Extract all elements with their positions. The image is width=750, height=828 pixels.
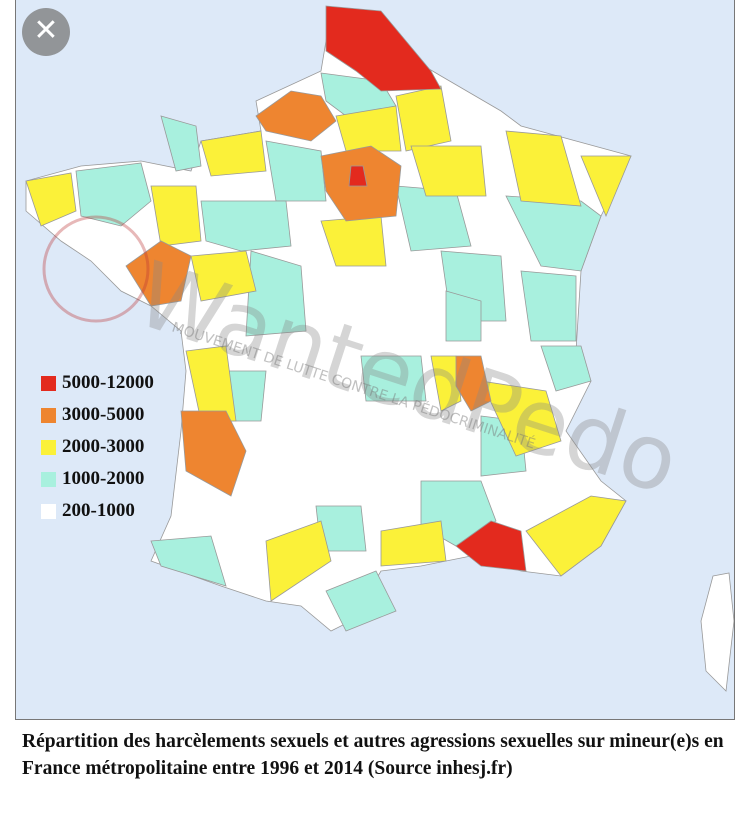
region-2000-3000 [200,130,267,177]
region-2000-3000 [380,520,447,567]
map-frame: WantedPedo MOUVEMENT DE LUTTE CONTRE LA … [15,0,735,720]
legend: 5000-12000 3000-5000 2000-3000 1000-2000… [41,367,154,527]
close-icon: ✕ [33,13,59,48]
legend-item: 5000-12000 [41,367,154,399]
region-1000-2000 [245,250,307,337]
legend-label: 200-1000 [62,500,135,521]
region-1000-2000 [265,140,327,202]
region-2000-3000 [525,495,627,577]
region-5000-12000 [325,5,442,92]
legend-label: 5000-12000 [62,372,154,393]
legend-swatch [41,375,56,391]
region-2000-3000 [480,380,562,457]
region-5000-12000 [348,165,368,187]
region-3000-5000 [125,240,192,307]
region-5000-12000 [455,520,527,572]
legend-item: 1000-2000 [41,463,154,495]
region-1000-2000 [325,570,397,632]
region-1000-2000 [75,162,152,227]
watermark-logo [42,215,150,323]
legend-swatch [41,471,56,487]
region-2000-3000 [410,145,487,197]
region-1000-2000 [160,115,202,172]
legend-label: 1000-2000 [62,468,145,489]
region-2000-3000 [25,172,77,227]
region-3000-5000 [255,90,337,142]
region-2000-3000 [150,185,202,247]
region-2000-3000 [185,345,237,422]
region-2000-3000 [505,130,582,207]
region-2000-3000 [395,85,452,152]
close-button[interactable]: ✕ [22,8,70,56]
legend-item: 3000-5000 [41,399,154,431]
region-2000-3000 [335,105,402,152]
region-2000-3000 [580,155,632,218]
region-3000-5000 [180,410,247,497]
legend-swatch [41,407,56,423]
region-1000-2000 [445,290,482,342]
region-1000-2000 [360,355,427,402]
region-1000-2000 [520,270,577,342]
france-map: WantedPedo MOUVEMENT DE LUTTE CONTRE LA … [25,5,734,692]
region-1000-2000 [150,535,227,587]
region-2000-3000 [265,520,332,602]
region-2000-3000 [190,250,257,302]
map-caption: Répartition des harcèlements sexuels et … [22,731,724,779]
legend-item: 2000-3000 [41,431,154,463]
region-2000-3000 [430,355,462,412]
region-1000-2000 [540,345,592,392]
legend-label: 2000-3000 [62,436,145,457]
legend-swatch [41,439,56,455]
legend-item: 200-1000 [41,495,154,527]
region-3000-5000 [455,355,492,412]
legend-swatch [41,503,56,519]
legend-label: 3000-5000 [62,404,145,425]
region-1000-2000 [200,200,292,252]
corsica [700,572,734,692]
